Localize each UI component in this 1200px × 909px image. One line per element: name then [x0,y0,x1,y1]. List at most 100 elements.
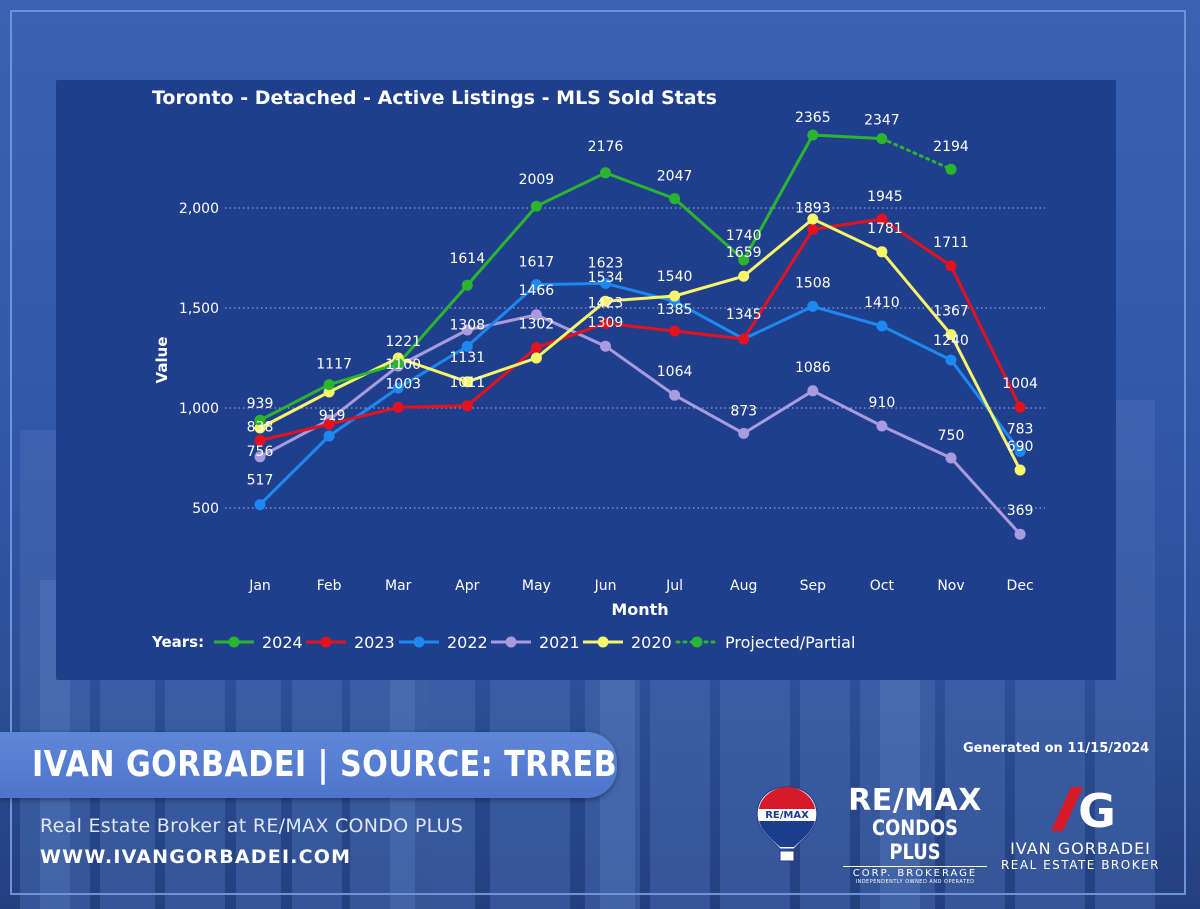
data-label: 1221 [385,334,421,350]
data-point [530,200,542,212]
data-point [738,254,750,266]
data-label: 1086 [795,360,831,376]
data-label: 1781 [867,221,903,237]
series-line-2022 [258,281,1022,506]
legend-swatch-dot [691,636,703,648]
data-label: 1011 [449,375,485,391]
legend-entry: 2024 [262,633,303,652]
ig-mark-icon: G [1050,784,1115,838]
data-point [738,427,750,439]
data-label: 1309 [588,315,624,331]
legend-swatch-dot [597,636,609,648]
brand-banner [0,732,617,798]
data-point [530,279,542,291]
data-point [530,342,542,354]
data-label: 1302 [519,317,555,333]
data-label: 1893 [795,200,831,216]
remax-balloon-logo: RE/MAX [756,786,818,862]
data-point [600,295,611,307]
data-point [1014,464,1026,476]
data-point [876,320,888,332]
x-axis-label: Month [611,600,668,619]
data-point [254,499,266,511]
data-point [1014,445,1026,457]
x-tick-label: Dec [1007,578,1034,594]
data-point [254,434,266,446]
data-point [807,300,819,312]
legend-entry: 2022 [447,633,488,652]
data-label: 517 [247,473,274,489]
data-point [945,329,957,341]
data-label: 1508 [795,275,831,291]
data-point [600,317,611,329]
data-label: 1100 [385,357,421,373]
series-line-2021 [259,313,1022,536]
legend-entry: 2021 [539,633,580,652]
data-label: 873 [730,403,757,419]
legend-swatch-dot [413,636,425,648]
x-tick-label: Jul [665,578,683,594]
data-point [876,420,888,432]
data-point [876,133,888,145]
series-line-2020 [259,217,1022,471]
data-label: 1345 [726,307,762,323]
data-point [392,401,404,413]
data-label: 919 [319,408,346,424]
data-label: 756 [247,444,274,460]
data-point [254,414,266,426]
data-point [600,340,611,352]
data-label: 939 [247,396,274,412]
data-label: 1540 [657,269,693,285]
data-point [323,379,335,391]
data-point [600,277,611,289]
data-point [669,290,681,302]
series-points [254,129,1026,540]
data-point [323,418,335,430]
data-label: 2347 [864,113,900,129]
data-point [738,333,750,345]
data-point [945,163,957,175]
remax-logo-line2: CONDOS PLUS [871,816,959,864]
data-point [807,129,819,141]
data-point [876,213,888,225]
data-label: 1740 [726,228,762,244]
data-label: 910 [869,395,896,411]
data-label: 1614 [449,251,485,267]
ig-logo-title: REAL ESTATE BROKER [1000,858,1161,872]
series-lines [258,133,1022,536]
balloon-text: RE/MAX [765,810,809,821]
data-label: 1385 [657,302,693,318]
y-axis-ticks: 500 1,000 1,500 2,000 [179,201,219,517]
data-label: 1423 [588,295,624,311]
chart-title: Toronto - Detached - Active Listings - M… [152,87,717,109]
remax-condos-plus-logo: RE/MAX CONDOS PLUS CORP. BROKERAGE INDEP… [835,786,995,885]
x-tick-label: May [522,578,551,594]
y-axis-label: Value [153,337,171,384]
x-tick-label: Mar [385,578,412,594]
data-point [807,213,819,225]
data-point [530,352,542,364]
data-label: 2365 [795,110,831,126]
data-label: 783 [1007,421,1034,437]
data-point [945,354,957,366]
data-point [669,193,681,205]
data-label: 1367 [933,304,969,320]
y-tick-label: 1,000 [179,401,219,417]
data-point [392,358,404,370]
x-tick-label: Sep [800,578,827,594]
data-point [323,430,335,442]
data-point [461,376,473,388]
data-label: 2176 [588,139,624,155]
x-tick-label: Oct [870,578,895,594]
y-tick-label: 500 [192,501,219,517]
remax-logo-line3: CORP. BROKERAGE [843,866,987,879]
data-label: 1004 [1002,376,1038,392]
series-line-2024 [259,133,882,422]
legend-swatch-dot [320,636,332,648]
page-border [10,10,1186,895]
website-link[interactable]: WWW.IVANGORBADEI.COM [40,846,352,868]
ig-logo-name: IVAN GORBADEI [1010,839,1151,858]
data-point [600,167,611,179]
x-tick-label: Jan [248,578,271,594]
series-line-2023 [259,217,1022,442]
